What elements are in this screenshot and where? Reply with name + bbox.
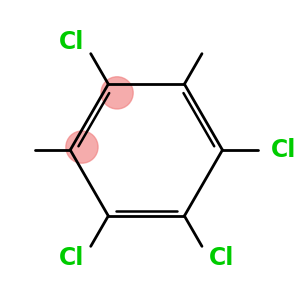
Circle shape (101, 77, 133, 109)
Text: Cl: Cl (208, 246, 234, 270)
Text: Cl: Cl (59, 246, 84, 270)
Text: Cl: Cl (271, 138, 296, 162)
Text: Cl: Cl (59, 30, 84, 54)
Circle shape (66, 131, 98, 163)
